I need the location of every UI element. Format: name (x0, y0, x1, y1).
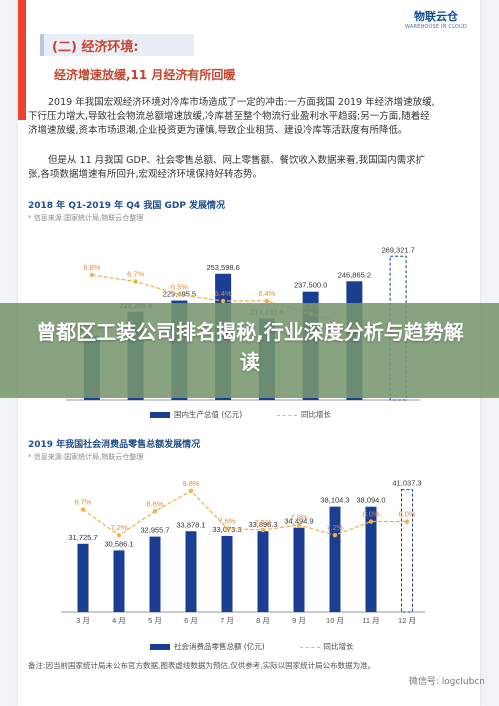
logo-name: 物联云仓 (414, 10, 458, 23)
growth-label: 7.5% (254, 518, 271, 527)
section-title-box: (二) 经济环境: (40, 34, 194, 56)
x-tick-label: 12 月 (398, 616, 416, 625)
x-tick-label: 6 月 (184, 616, 198, 625)
bar-value-label: 33,878.1 (176, 520, 205, 529)
chart1-source: * 信息来源:国家统计局,物联云仓整理 (28, 214, 144, 222)
retail-chart: 31,725.7 3 月 30,586.1 4 月 32,955.7 5 月 33,878.… (61, 479, 425, 625)
chart1-title: 2018 年 Q1-2019 年 Q4 我国 GDP 发展情况 (28, 201, 226, 211)
bar-value-label: 269,321.7 (381, 245, 414, 254)
bar (401, 489, 413, 613)
growth-label: 8.7% (74, 498, 91, 507)
chart2-source: * 信息来源:国家统计局,物联云仓整理 (28, 453, 144, 461)
growth-point (224, 526, 230, 531)
footnote: 备注:因当前国家统计局未公布官方数据,图表虚线数据为预估,仅供参考,实际以国家统… (28, 661, 376, 670)
watermark: 微信号: logclubcn (408, 677, 485, 687)
legend-label-bar: 国内生产总值 (亿元) (174, 410, 243, 419)
growth-label: 6.5% (171, 283, 188, 292)
accent-bar (18, 0, 26, 120)
bar (185, 531, 197, 612)
bar (257, 531, 269, 612)
growth-point (404, 519, 410, 524)
legend-swatch-line (277, 414, 298, 416)
growth-line (82, 490, 407, 536)
paragraph-2: 但是从 11 月我国 GDP、社会零售总额、网上零售额、餐饮收入数据来看,我国国… (28, 155, 426, 180)
chart1-legend: 国内生产总值 (亿元) 同比增长 (150, 409, 331, 420)
x-tick-label: 4 月 (112, 616, 126, 625)
bar-value-label: 246,865.2 (338, 270, 371, 279)
paragraph-1: 2019 年我国宏观经济环境对冷库市场造成了一定的冲击:一方面我国 2019 年… (28, 97, 435, 136)
growth-label: 8.0% (362, 510, 379, 519)
growth-label: 8.6% (146, 499, 163, 508)
chart2-title: 2019 年我国社会消费品零售总额发展情况 (28, 440, 201, 450)
brand-logo: 物联云仓 WAREHOUSE IN CLOUD (400, 10, 472, 30)
growth-label: 7.8% (290, 513, 307, 522)
legend-label-line: 同比增长 (323, 642, 354, 651)
chart2-legend: 社会消费品零售总额 (亿元) 同比增长 (150, 641, 354, 652)
legend-swatch-bar (150, 412, 170, 418)
growth-label: 6.8% (83, 263, 100, 272)
x-tick-label: 5 月 (148, 616, 162, 625)
legend-swatch-bar (150, 644, 170, 650)
bar (221, 535, 233, 612)
bar-value-label: 41,037.3 (392, 479, 421, 488)
growth-point (80, 507, 86, 512)
logo-subtitle: WAREHOUSE IN CLOUD (405, 24, 467, 30)
growth-point (296, 522, 302, 528)
growth-label: 7.2% (326, 523, 343, 532)
x-tick-label: 9 月 (292, 616, 306, 625)
bar-value-label: 237,500.0 (294, 281, 327, 290)
bar-value-label: 38,094.0 (356, 496, 385, 505)
growth-label: 9.8% (182, 479, 199, 488)
section-title: (二) 经济环境: (52, 40, 139, 55)
growth-label: 7.2% (110, 523, 127, 532)
legend-swatch-line (299, 646, 320, 648)
growth-point (264, 298, 270, 304)
bar-value-label: 38,104.3 (320, 496, 349, 505)
legend-label-line: 同比增长 (301, 410, 332, 419)
legend-label-bar: 社会消费品零售总额 (亿元) (174, 642, 265, 651)
bar (293, 527, 305, 612)
growth-point (368, 519, 374, 524)
bar-value-label: 32,955.7 (140, 526, 169, 535)
bar-value-label: 30,586.1 (104, 539, 133, 548)
growth-label: 6.7% (127, 270, 144, 279)
banner-title: 曾都区工装公司排名揭秘,行业深度分析与趋势解读 (36, 320, 464, 374)
bar-value-label: 31,725.7 (68, 533, 97, 542)
growth-label: 7.6% (218, 516, 235, 525)
x-tick-label: 11 月 (362, 616, 379, 625)
bar (77, 543, 89, 612)
growth-point (116, 532, 122, 538)
title-banner: 曾都区工装公司排名揭秘,行业深度分析与趋势解读 (0, 303, 499, 398)
x-tick-label: 7 月 (220, 616, 234, 625)
growth-point (260, 527, 266, 533)
bar-value-label: 253,598.6 (206, 263, 239, 272)
x-tick-label: 8 月 (256, 616, 270, 625)
growth-point (133, 279, 138, 284)
growth-point (152, 509, 158, 514)
bar-value-label: 34,494.9 (284, 517, 313, 526)
growth-point (220, 298, 226, 304)
subheading: 经济增速放缓,11 月经济有所回暖 (54, 68, 236, 82)
growth-point (177, 292, 182, 297)
bar (365, 506, 377, 612)
growth-label: 8.0% (398, 510, 415, 519)
growth-point (188, 488, 194, 494)
bar (149, 536, 161, 612)
growth-point (89, 272, 95, 278)
x-tick-label: 10 月 (326, 616, 344, 625)
growth-point (332, 532, 338, 538)
growth-label: 6.4% (258, 289, 275, 298)
bar-value-label: 33,896.3 (248, 520, 277, 529)
bar (113, 550, 125, 612)
x-tick-label: 3 月 (76, 616, 90, 625)
bar (329, 506, 341, 612)
growth-label: 6.4% (215, 289, 232, 298)
